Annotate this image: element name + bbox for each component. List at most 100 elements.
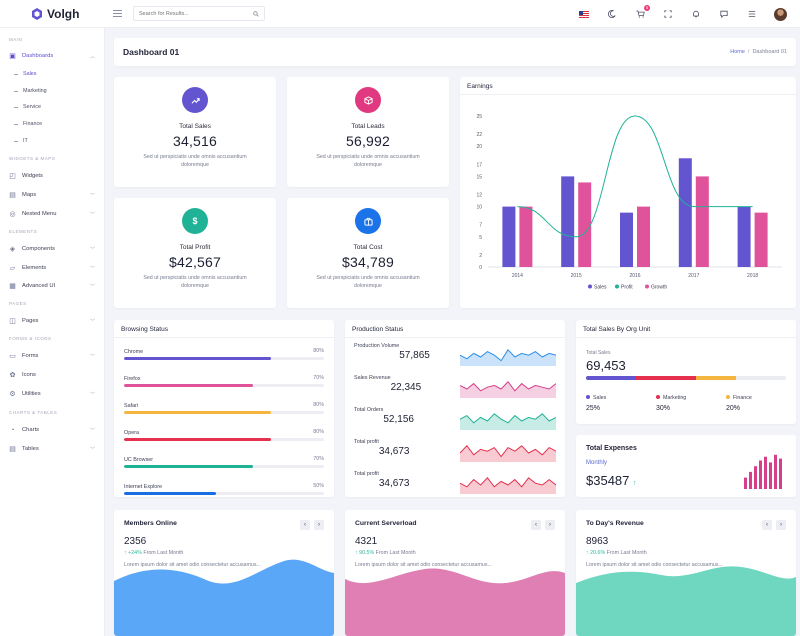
sidebar-item-widgets[interactable]: ◰ Widgets: [9, 172, 43, 180]
expense-bar: [759, 460, 762, 489]
browser-progress-track: [124, 411, 324, 414]
browsing-title: Browsing Status: [121, 326, 168, 333]
org-segment: [636, 376, 696, 380]
stat-label: Total Sales: [179, 123, 211, 130]
browser-row: UC Browser 70%: [124, 456, 324, 468]
stat-value: $42,567: [168, 254, 221, 270]
tables-icon: ▤: [9, 445, 16, 453]
sidebar-item-utilities[interactable]: ⚙ Utilities ﹀: [9, 390, 95, 398]
stat-value: 56,992: [345, 133, 391, 149]
browser-progress-track: [124, 384, 324, 387]
map-icon: ▤: [9, 191, 16, 199]
user-avatar[interactable]: [772, 6, 788, 22]
notification-bell-icon[interactable]: [688, 6, 704, 22]
sparkline-line: [460, 381, 556, 392]
sparkline-line: [460, 413, 556, 424]
fullscreen-icon[interactable]: [660, 6, 676, 22]
org-percent: 30%: [656, 405, 671, 412]
sidebar-item-charts[interactable]: ◔ Charts ﹀: [10, 426, 95, 434]
elements-icon: ▱: [9, 264, 16, 272]
chevron-right-icon[interactable]: ›: [545, 520, 555, 530]
stat-value: 34,516: [172, 133, 218, 149]
chevron-left-icon[interactable]: ‹: [531, 520, 541, 530]
browser-progress-fill: [124, 492, 216, 495]
chevron-down-icon: ﹀: [89, 265, 95, 272]
language-flag-icon[interactable]: [576, 6, 592, 22]
expense-bar: [769, 462, 772, 489]
y-tick-label: 25: [476, 114, 482, 120]
bar-growth: [754, 212, 768, 267]
bar-sales: [561, 176, 575, 267]
browser-progress-fill: [124, 357, 272, 360]
y-tick-label: 17: [476, 162, 482, 168]
bar-growth: [695, 176, 709, 267]
sidebar-item-icons[interactable]: ✿ Icons: [9, 371, 36, 379]
sidebar-sub-marketing[interactable]: Marketing: [14, 88, 47, 94]
x-tick-label: 2017: [688, 273, 699, 279]
sparkline-area: [460, 413, 556, 430]
sidebar-item-advanced-ui[interactable]: ▦ Advanced UI ﹀: [9, 282, 95, 290]
stat-value: $34,789: [341, 254, 394, 270]
browser-percent: 80%: [313, 348, 324, 354]
metric-description: Lorem ipsum dolor sit amet odio consecte…: [355, 562, 492, 568]
stat-card-total-leads: Total Leads 56,992 Sed ut perspiciatis u…: [287, 77, 449, 187]
chevron-down-icon: ﹀: [89, 318, 95, 325]
utilities-icon: ⚙: [9, 390, 16, 398]
search-input[interactable]: [139, 10, 239, 17]
chevron-down-icon: ﹀: [89, 192, 95, 199]
browser-row: Opera 80%: [124, 429, 324, 441]
expenses-title: Total Expenses: [586, 445, 637, 452]
sidebar-item-maps[interactable]: ▤ Maps ﹀: [9, 191, 95, 199]
sparkline-area: [460, 381, 556, 398]
search-box[interactable]: [133, 6, 265, 21]
browser-progress-fill: [124, 411, 272, 414]
breadcrumb-home-link[interactable]: Home: [730, 49, 745, 55]
dashboard-icon: ▣: [9, 52, 16, 60]
menu-toggle-icon[interactable]: [113, 10, 122, 17]
chevron-right-icon[interactable]: ›: [314, 520, 324, 530]
arrow-up-icon: ↑: [124, 550, 127, 556]
browser-progress-fill: [124, 465, 253, 468]
search-icon[interactable]: [253, 10, 259, 17]
expense-bar: [754, 466, 757, 489]
expenses-bar-chart: [744, 454, 782, 489]
metric-title: To Day's Revenue: [586, 520, 644, 527]
sparkline-line: [460, 477, 556, 488]
earnings-card: Earnings 0 2 5 7 10 12 15 17 20 22 25 2014 2015 2016 2…: [460, 77, 796, 308]
chevron-up-icon: ︿: [89, 53, 95, 60]
legend-marker: [615, 284, 619, 289]
sidebar-sub-finance[interactable]: Finance: [14, 121, 42, 127]
message-icon[interactable]: [716, 6, 732, 22]
org-total-label: Total Sales: [586, 350, 611, 356]
sidebar-item-components[interactable]: ◈ Components ﹀: [9, 245, 95, 253]
browser-row: Safari 80%: [124, 402, 324, 414]
stat-description: Sed ut perspiciatis unde omnis accusanti…: [316, 275, 420, 289]
cart-icon[interactable]: 5: [632, 5, 650, 22]
advanced-ui-icon: ▦: [9, 282, 16, 290]
sidebar-item-pages[interactable]: ◫ Pages ﹀: [9, 317, 95, 325]
sidebar-item-nested-menu[interactable]: ◎ Nested Menu ﹀: [9, 210, 95, 218]
sidebar-sub-it[interactable]: IT: [14, 138, 28, 144]
chevron-down-icon: ﹀: [89, 353, 95, 360]
y-tick-label: 0: [479, 265, 482, 271]
metric-value: 2356: [124, 536, 147, 547]
sidebar-item-dashboards[interactable]: ▣ Dashboards ︿: [9, 52, 95, 60]
page-header: Dashboard 01 Home / Dashboard 01: [114, 38, 796, 66]
chevron-left-icon[interactable]: ‹: [300, 520, 310, 530]
production-row: Total profit 34,673: [354, 470, 556, 500]
expenses-value: $35487 ↑: [586, 473, 637, 488]
production-row: Total profit 34,673: [354, 438, 556, 468]
sidebar-item-forms[interactable]: ▭ Forms ﹀: [9, 352, 95, 360]
brand-logo[interactable]: Volgh: [0, 7, 105, 21]
dark-mode-icon[interactable]: [604, 6, 620, 22]
bottom-metric-card: To Day's Revenue ‹ › 8963 ↑ 20.6% From La…: [576, 510, 796, 636]
chevron-left-icon[interactable]: ‹: [762, 520, 772, 530]
stat-description: Sed ut perspiciatis unde omnis accusanti…: [143, 275, 247, 289]
sidebar-sub-sales[interactable]: Sales: [14, 71, 37, 77]
y-tick-label: 7: [479, 223, 482, 229]
sidebar-item-tables[interactable]: ▤ Tables ﹀: [9, 445, 95, 453]
sidebar-sub-service[interactable]: Service: [14, 104, 41, 110]
sidebar-item-elements[interactable]: ▱ Elements ﹀: [9, 264, 95, 272]
sidebar-right-toggle-icon[interactable]: [744, 6, 760, 22]
chevron-right-icon[interactable]: ›: [776, 520, 786, 530]
